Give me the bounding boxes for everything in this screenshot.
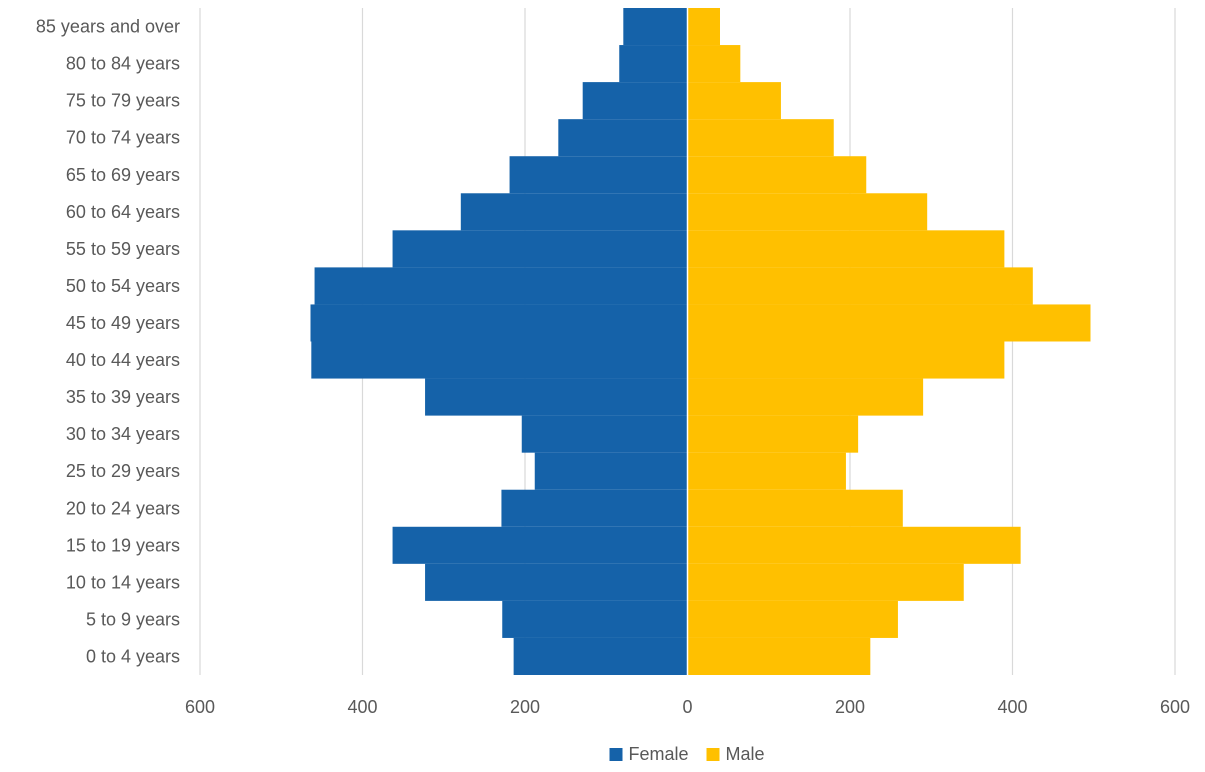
bar-male bbox=[687, 526, 1021, 564]
legend-item-male: Male bbox=[706, 744, 765, 764]
bar-male bbox=[687, 563, 964, 601]
bar-female bbox=[425, 563, 688, 601]
category-label: 15 to 19 years bbox=[66, 535, 180, 555]
bar-male bbox=[687, 267, 1033, 305]
bar-male bbox=[687, 415, 859, 453]
bar-male bbox=[687, 600, 898, 638]
x-tick-label: 200 bbox=[510, 697, 540, 717]
category-label: 25 to 29 years bbox=[66, 461, 180, 481]
bars bbox=[310, 8, 1091, 675]
category-label: 35 to 39 years bbox=[66, 387, 180, 407]
bar-male bbox=[687, 193, 928, 231]
category-label: 55 to 59 years bbox=[66, 239, 180, 259]
x-tick-label: 600 bbox=[1160, 697, 1190, 717]
bar-male bbox=[687, 156, 867, 194]
category-label: 60 to 64 years bbox=[66, 202, 180, 222]
category-label: 20 to 24 years bbox=[66, 498, 180, 518]
x-tick-label: 200 bbox=[835, 697, 865, 717]
bar-male bbox=[687, 378, 924, 416]
bar-female bbox=[534, 452, 688, 490]
category-label: 70 to 74 years bbox=[66, 128, 180, 148]
bar-female bbox=[582, 82, 688, 120]
category-labels: 0 to 4 years 5 to 9 years 10 to 14 years 15… bbox=[36, 17, 180, 667]
bar-female bbox=[310, 304, 688, 342]
bar-female bbox=[425, 378, 688, 416]
bar-female bbox=[619, 45, 688, 83]
bar-female bbox=[311, 341, 688, 379]
bar-female bbox=[623, 8, 688, 46]
category-label: 80 to 84 years bbox=[66, 54, 180, 74]
bar-male bbox=[687, 8, 720, 46]
bar-female bbox=[392, 230, 688, 268]
category-label: 65 to 69 years bbox=[66, 165, 180, 185]
legend-swatch bbox=[609, 748, 623, 761]
x-tick-labels: 600 400 200 0 200 400 600 bbox=[185, 697, 1190, 717]
category-label: 75 to 79 years bbox=[66, 91, 180, 111]
x-tick-label: 400 bbox=[347, 697, 377, 717]
x-tick-label: 400 bbox=[997, 697, 1027, 717]
bar-female bbox=[509, 156, 688, 194]
bar-female bbox=[521, 415, 688, 453]
x-tick-label: 600 bbox=[185, 697, 215, 717]
category-label: 40 to 44 years bbox=[66, 350, 180, 370]
bar-male bbox=[687, 341, 1005, 379]
bar-female bbox=[513, 637, 688, 675]
bar-male bbox=[687, 489, 903, 527]
legend-swatch bbox=[706, 748, 720, 761]
bar-male bbox=[687, 304, 1091, 342]
bar-male bbox=[687, 82, 781, 120]
bar-male bbox=[687, 637, 871, 675]
bar-female bbox=[558, 119, 688, 157]
category-label: 5 to 9 years bbox=[86, 609, 180, 629]
bar-male bbox=[687, 230, 1005, 268]
category-label: 45 to 49 years bbox=[66, 313, 180, 333]
bar-female bbox=[314, 267, 688, 305]
legend-item-female: Female bbox=[609, 744, 689, 764]
bar-female bbox=[460, 193, 688, 231]
bar-male bbox=[687, 45, 741, 83]
legend-label: Male bbox=[726, 744, 765, 764]
x-tick-label: 0 bbox=[682, 697, 692, 717]
category-label: 30 to 34 years bbox=[66, 424, 180, 444]
category-label: 50 to 54 years bbox=[66, 276, 180, 296]
category-label: 85 years and over bbox=[36, 17, 180, 37]
bar-female bbox=[501, 489, 688, 527]
category-label: 10 to 14 years bbox=[66, 572, 180, 592]
legend-label: Female bbox=[629, 744, 689, 764]
bar-male bbox=[687, 452, 846, 490]
bar-female bbox=[392, 526, 688, 564]
legend: Female Male bbox=[609, 744, 765, 764]
category-label: 0 to 4 years bbox=[86, 646, 180, 666]
bar-female bbox=[502, 600, 688, 638]
bar-male bbox=[687, 119, 834, 157]
